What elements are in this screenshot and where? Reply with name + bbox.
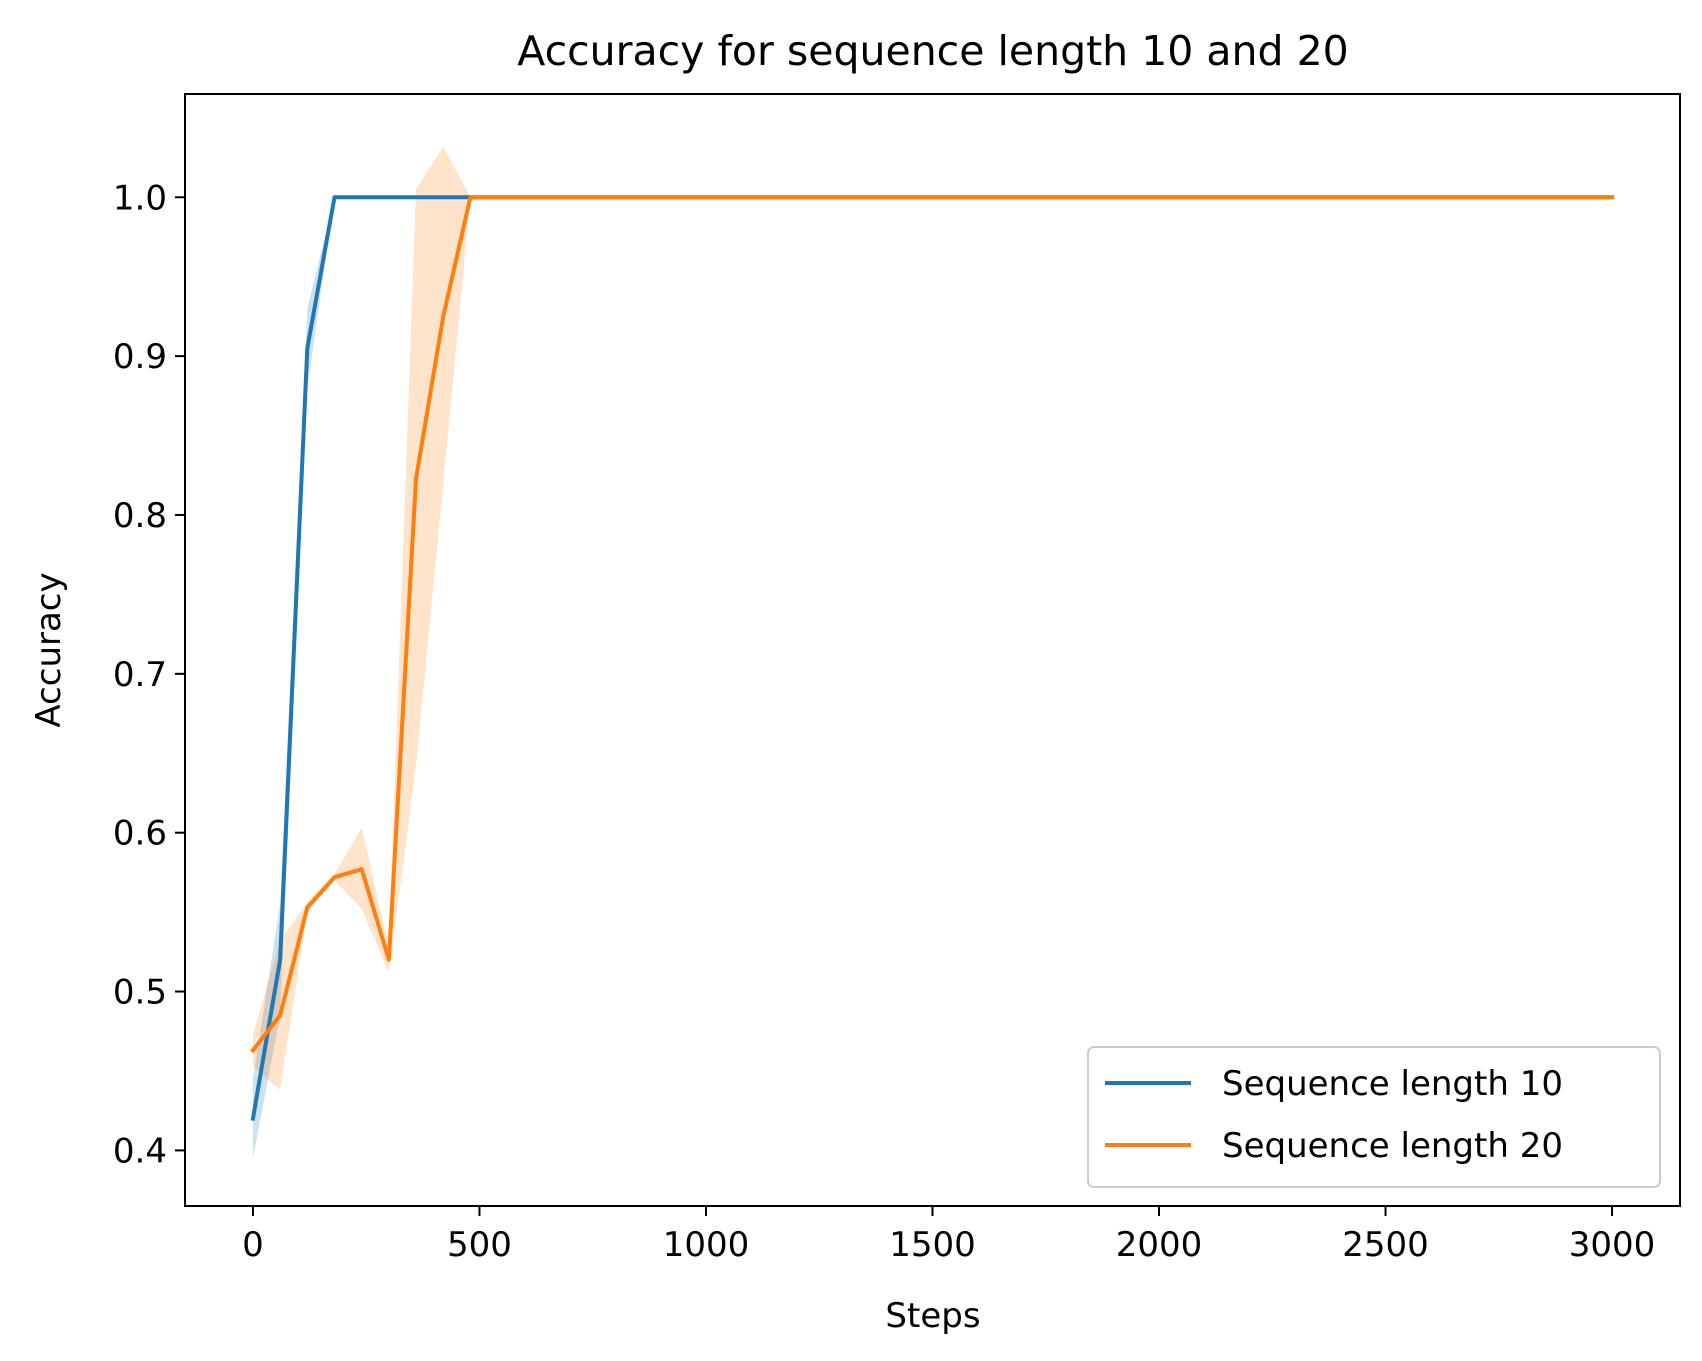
series-lines — [250, 195, 1615, 1121]
y-tick-label: 1.0 — [113, 178, 167, 218]
y-axis-label: Accuracy — [29, 572, 69, 727]
legend-label-seq10: Sequence length 10 — [1222, 1064, 1563, 1104]
legend-label-seq20: Sequence length 20 — [1222, 1126, 1563, 1166]
y-tick-label: 0.5 — [113, 973, 167, 1013]
legend-box — [1087, 1046, 1661, 1188]
y-tick-label: 0.9 — [113, 337, 167, 377]
x-tick-label: 1500 — [889, 1225, 976, 1265]
y-axis-ticks: 0.4 0.5 0.6 0.7 0.8 0.9 1.0 — [113, 178, 185, 1171]
series-line-1 — [250, 195, 1615, 1121]
x-tick-label: 2500 — [1342, 1225, 1429, 1265]
x-tick-label: 0 — [242, 1225, 264, 1265]
x-tick-label: 2000 — [1116, 1225, 1203, 1265]
x-tick-label: 500 — [447, 1225, 512, 1265]
y-tick-label: 0.8 — [113, 496, 167, 536]
y-tick-label: 0.6 — [113, 814, 167, 854]
y-tick-label: 0.4 — [113, 1131, 167, 1171]
x-tick-label: 1000 — [663, 1225, 750, 1265]
legend: Sequence length 10 Sequence length 20 — [1087, 1046, 1661, 1188]
chart-title: Accuracy for sequence length 10 and 20 — [517, 27, 1349, 75]
x-axis-label: Steps — [885, 1296, 980, 1336]
x-axis-ticks: 0 500 1000 1500 2000 2500 3000 — [242, 1206, 1655, 1265]
x-tick-label: 3000 — [1569, 1225, 1656, 1265]
series-line-2 — [250, 195, 1615, 1054]
y-tick-label: 0.7 — [113, 655, 167, 695]
